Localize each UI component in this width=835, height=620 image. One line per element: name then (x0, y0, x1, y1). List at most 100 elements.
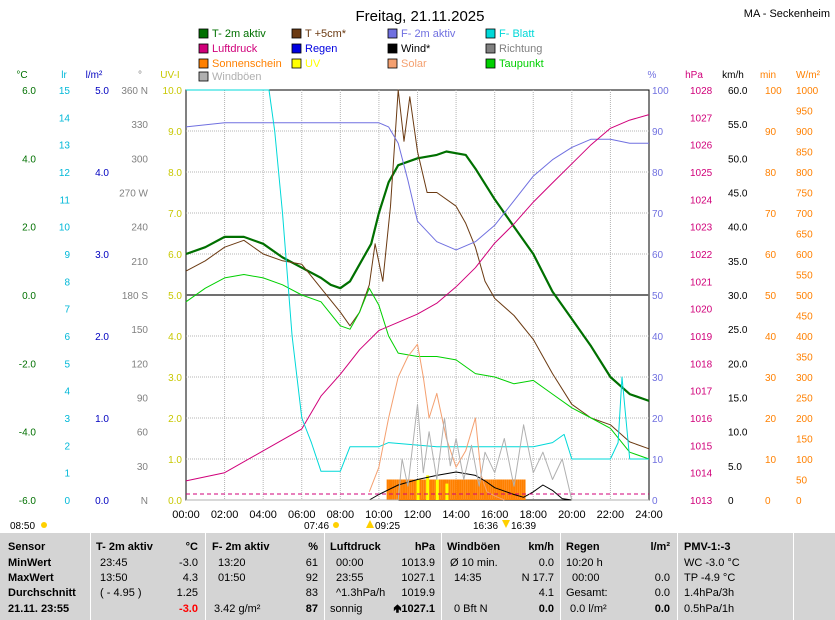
axis-tick-label: 0.0 (168, 496, 182, 507)
legend-item: Luftdruck (198, 43, 258, 55)
series-line (185, 114, 650, 482)
axis-tick-label: 600 (796, 250, 813, 261)
axis-tick-label: 1022 (690, 250, 713, 261)
axis-tick-label: 270 W (119, 189, 148, 200)
series-line (185, 150, 650, 402)
legend-item: T- 2m aktiv (198, 28, 266, 40)
sunshine-bar (519, 479, 522, 500)
stats-header-press-unit: hPa (414, 541, 435, 553)
legend-label: Richtung (499, 43, 542, 55)
axis-tick-label: 25.0 (728, 325, 748, 336)
sunshine-bar (471, 479, 474, 500)
axis-tick-label: 900 (796, 127, 813, 138)
axis-tick-label: 0.0 (95, 496, 109, 507)
axis-unit: % (648, 70, 657, 81)
axis-tick-label: 20.0 (728, 359, 748, 370)
sunshine-bar (521, 479, 524, 500)
uv-bar (435, 479, 439, 500)
axis-tick-label: 13 (59, 141, 71, 152)
stats-press-value: 1013.9 (401, 557, 435, 569)
axis-tick-label: 1018 (690, 359, 713, 370)
axis-tick-label: 60 (652, 250, 664, 261)
axis-tick-label: 30 (137, 462, 149, 473)
axis-tick-label: 350 (796, 353, 813, 364)
station-name: MA - Seckenheim (744, 8, 830, 20)
axis-tick-label: 1019 (690, 332, 713, 343)
stats-press-value: 1019.9 (401, 587, 435, 599)
axis-tick-label: 360 N (121, 86, 148, 97)
sunrise-time: 07:46 (304, 521, 329, 532)
axis-tick-label: 50.0 (728, 154, 748, 165)
stats-header-gust: Windböen (447, 541, 501, 553)
axis-tick-label: 5.0 (168, 291, 182, 302)
stats-pmv: 0.5hPa/1h (684, 603, 735, 615)
stats-press-time: 00:00 (336, 557, 364, 569)
axis-tick-label: 2.0 (95, 332, 109, 343)
legend-swatch (387, 58, 398, 69)
stats-gust-value: N 17.7 (521, 572, 554, 584)
stats-panel: Sensor T- 2m aktiv °C F- 2m aktiv % Luft… (0, 533, 835, 620)
sunshine-bar (494, 479, 497, 500)
stats-press-current: 1027.1 (401, 603, 435, 615)
legend-item: Windböen (198, 71, 262, 83)
uv-bar (445, 483, 449, 500)
axis-tick-label: 14 (59, 113, 71, 124)
legend-swatch (387, 28, 398, 39)
axis-unit: UV-I (160, 70, 179, 81)
axis-tick-label: 1014 (690, 469, 713, 480)
stats-header-hum: F- 2m aktiv (212, 541, 270, 553)
series-line (185, 122, 649, 251)
sunshine-bar (452, 479, 455, 500)
axis-tick-label: 90 (652, 127, 664, 138)
axis-tick-label: 30 (765, 373, 777, 384)
legend-item: Richtung (485, 43, 542, 55)
axis-tick-label: 60.0 (728, 86, 748, 97)
stats-gust-value: 0.0 (538, 603, 554, 615)
axis-tick-label: 1017 (690, 387, 713, 398)
plot-series (185, 89, 650, 501)
axis-tick-label: 400 (796, 332, 813, 343)
x-tick-label: 02:00 (211, 509, 239, 521)
axis-tick-label: 30.0 (728, 291, 748, 302)
stats-temp-value: 1.25 (176, 587, 198, 599)
sunshine-bar (506, 479, 509, 500)
axis-tick-label: 1 (64, 469, 70, 480)
axis-tick-label: 6 (64, 332, 70, 343)
sunshine-bar (450, 479, 453, 500)
sunshine-bar (465, 479, 468, 500)
axis-tick-label: 0 (652, 496, 658, 507)
axis-tick-label: 0.0 (22, 291, 36, 302)
axis-tick-label: 60 (137, 428, 149, 439)
axis-tick-label: 330 (131, 120, 148, 131)
axis-tick-label: 5.0 (95, 86, 109, 97)
axis-tick-label: 40 (765, 332, 777, 343)
stats-row-label: Durchschnitt (8, 587, 76, 599)
sunshine-bar (400, 479, 403, 500)
sunshine-bar (442, 479, 445, 500)
axis-tick-label: 650 (796, 230, 813, 241)
axis-tick-label: 4.0 (95, 168, 109, 179)
sunshine-bar (467, 479, 470, 500)
axis-tick-label: 250 (796, 394, 813, 405)
stats-header-rain-unit: l/m² (650, 541, 670, 553)
axis-tick-label: 70 (765, 209, 777, 220)
axis-tick-label: 30 (652, 373, 664, 384)
axis-tick-label: 5.0 (728, 462, 742, 473)
axis-tick-label: 1013 (690, 496, 713, 507)
legend-swatch (485, 58, 496, 69)
sunshine-bar (421, 479, 424, 500)
stats-temp-time: 13:50 (100, 572, 128, 584)
legend-swatch (198, 58, 209, 69)
stats-temp-time: 23:45 (100, 557, 128, 569)
legend-label: Luftdruck (212, 43, 258, 55)
axis-unit: ° (138, 70, 142, 81)
axis-unit: hPa (685, 70, 703, 81)
sunshine-bar (423, 479, 426, 500)
axis-tick-label: 4.0 (168, 332, 182, 343)
sunshine-bar (448, 479, 451, 500)
axis-tick-label: 6.0 (168, 250, 182, 261)
axis-tick-label: 500 (796, 291, 813, 302)
stats-rain-time: Gesamt: (566, 587, 608, 599)
axis-tick-label: 1016 (690, 414, 713, 425)
axis-tick-label: 1024 (690, 195, 713, 206)
